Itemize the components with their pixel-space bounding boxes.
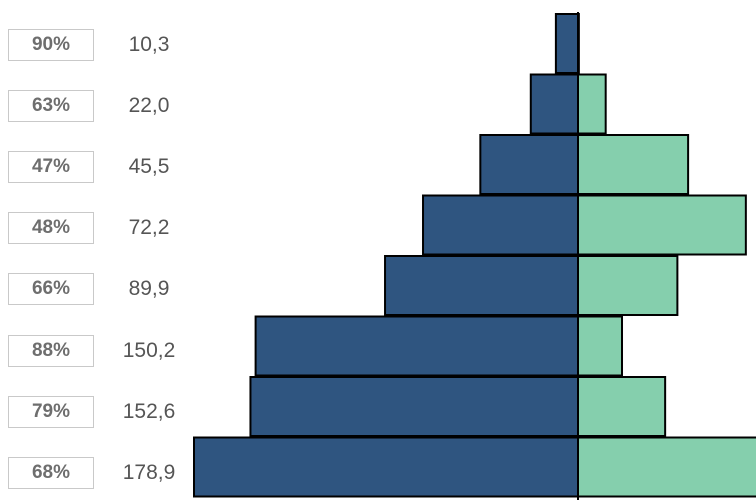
left-bar	[554, 13, 579, 74]
left-bar	[249, 376, 579, 437]
percent-label: 66%	[8, 273, 94, 306]
left-bar	[479, 134, 579, 195]
right-bar	[577, 255, 679, 316]
row-label: 88% 150,2	[0, 334, 260, 371]
left-bar	[254, 315, 580, 377]
percent-label: 63%	[8, 90, 94, 123]
value-label: 150,2	[122, 338, 176, 362]
value-label: 45,5	[128, 155, 170, 179]
right-bar	[577, 315, 624, 377]
value-label: 152,6	[122, 399, 176, 423]
right-bar	[577, 73, 607, 135]
value-label: 10,3	[128, 33, 170, 56]
row-label: 79% 152,6	[0, 395, 260, 432]
value-label: 89,9	[128, 277, 170, 301]
right-bar	[577, 134, 690, 195]
right-bar	[577, 194, 747, 256]
left-bar	[422, 194, 579, 256]
row-label: 63% 22,0	[0, 90, 260, 126]
value-label: 72,2	[128, 216, 170, 240]
row-label: 90% 10,3	[0, 29, 260, 65]
right-bar	[577, 436, 756, 498]
row-label: 47% 45,5	[0, 151, 260, 187]
left-bars	[193, 13, 580, 498]
percent-label: 48%	[8, 212, 94, 245]
right-bar	[577, 376, 667, 437]
right-bars	[577, 13, 756, 498]
row-label: 66% 89,9	[0, 273, 260, 309]
percent-label: 47%	[8, 151, 94, 184]
left-bar	[529, 73, 579, 135]
value-label: 178,9	[122, 460, 176, 484]
percent-label: 79%	[8, 395, 94, 428]
row-labels: 90% 10,3 63% 22,0 47% 45,5 48% 72,2 66% 89,9 88% 15…	[0, 0, 260, 500]
percent-label: 90%	[8, 29, 94, 61]
value-label: 22,0	[128, 94, 170, 118]
left-bar	[384, 255, 579, 316]
row-label: 68% 178,9	[0, 456, 260, 493]
percent-label: 68%	[8, 456, 94, 489]
row-label: 48% 72,2	[0, 212, 260, 248]
percent-label: 88%	[8, 334, 94, 367]
